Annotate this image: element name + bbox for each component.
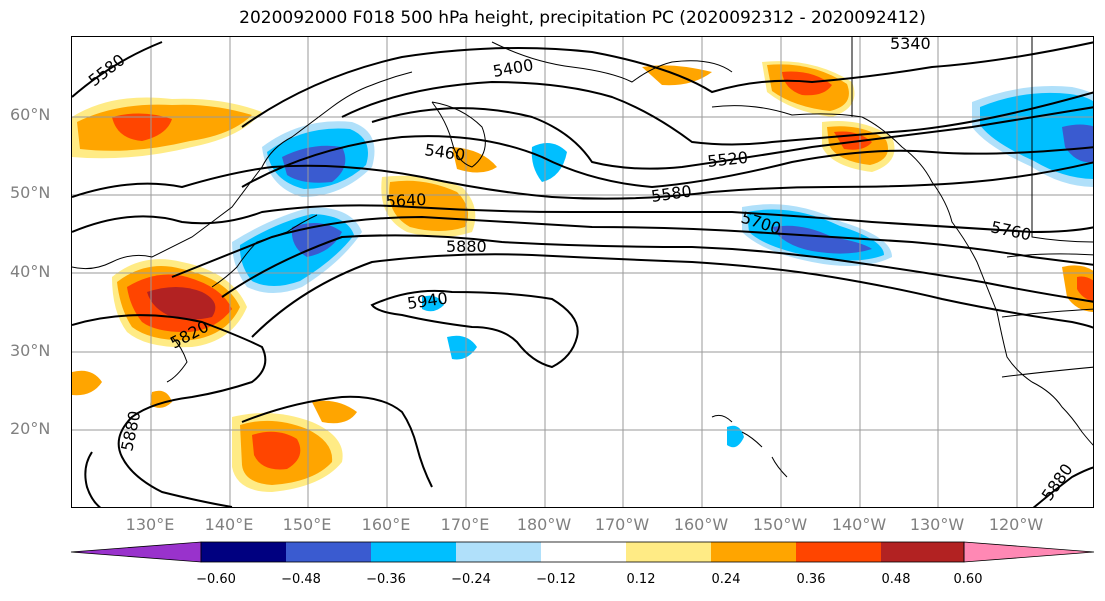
precip-positive-region (147, 287, 216, 320)
longitude-label: 130°W (909, 515, 965, 534)
precip-positive-region (72, 370, 102, 396)
contour-label: 5880 (446, 237, 487, 256)
colorbar-tick-label: −0.12 (536, 572, 576, 587)
precip-positive-region (150, 390, 172, 408)
contour-label: 5520 (706, 148, 748, 171)
colorbar-segment (201, 542, 286, 562)
colorbar-tick-label: 0.60 (953, 572, 983, 587)
precip-negative-region (1062, 124, 1093, 163)
latitude-label: 50°N (10, 183, 51, 202)
colorbar-tick-label: −0.36 (366, 572, 406, 587)
contour-label: 5640 (385, 190, 427, 211)
precip-negative-region (282, 145, 346, 183)
colorbar (70, 541, 1095, 563)
longitude-label: 170°W (594, 515, 650, 534)
latitude-label: 40°N (10, 262, 51, 281)
contour-label: 5460 (423, 140, 466, 164)
colorbar-segment (881, 542, 966, 562)
contour-label: 5880 (1038, 460, 1077, 504)
colorbar-extend-high (963, 541, 1095, 563)
longitude-label: 140°W (831, 515, 887, 534)
graticule (72, 37, 1093, 507)
longitude-label: 160°E (361, 515, 411, 534)
colorbar-segment (541, 542, 626, 562)
colorbar-tick-label: −0.60 (196, 572, 236, 587)
colorbar-segment (711, 542, 796, 562)
colorbar-segment (286, 542, 371, 562)
longitude-label: 170°E (440, 515, 490, 534)
longitude-label: 160°W (673, 515, 729, 534)
latitude-label: 30°N (10, 341, 51, 360)
colorbar-tick-label: 0.24 (711, 572, 741, 587)
contour-label: 5340 (890, 37, 931, 53)
precip-negative-region (447, 335, 477, 360)
coastlines (72, 37, 1093, 478)
height-contours (72, 41, 1093, 507)
colorbar-segment (796, 542, 881, 562)
colorbar-tick-label: 0.12 (626, 572, 656, 587)
longitude-label: 140°E (204, 515, 254, 534)
precip-positive-region (452, 147, 497, 173)
precip-negative-region (422, 295, 444, 312)
colorbar-outline (200, 541, 965, 563)
colorbar-tick-label: 0.48 (881, 572, 911, 587)
precip-negative-region (727, 425, 744, 448)
colorbar-tick-label: 0.36 (796, 572, 826, 587)
precip-positive-region (312, 400, 357, 424)
chart-title: 2020092000 F018 500 hPa height, precipit… (239, 8, 926, 28)
precip-positive-region (252, 431, 301, 470)
contour-label: 5880 (117, 409, 144, 453)
latitude-label: 60°N (10, 105, 51, 124)
precip-negative-region (772, 225, 872, 254)
colorbar-tick-label: −0.24 (451, 572, 491, 587)
precip-positive-region (782, 71, 832, 96)
longitude-label: 150°E (282, 515, 332, 534)
colorbar-tick-label: −0.48 (281, 572, 321, 587)
latitude-label: 20°N (10, 419, 51, 438)
contour-label: 5580 (650, 181, 693, 205)
longitude-label: 130°E (125, 515, 175, 534)
colorbar-segment (456, 542, 541, 562)
precip-negative-region (291, 223, 342, 257)
map-canvas: 5580 5400 5340 5460 5520 5580 5640 5700 … (72, 37, 1093, 507)
precip-positive-region (1077, 276, 1093, 302)
map-panel: 5580 5400 5340 5460 5520 5580 5640 5700 … (71, 36, 1094, 508)
contour-label: 5580 (85, 50, 129, 90)
colorbar-segment (371, 542, 456, 562)
colorbar-segment (626, 542, 711, 562)
colorbar-extend-low (70, 541, 202, 563)
precip-negative-region (531, 143, 567, 182)
longitude-label: 150°W (752, 515, 808, 534)
longitude-label: 120°W (988, 515, 1044, 534)
precip-positive-region (112, 113, 172, 141)
longitude-label: 180°W (516, 515, 572, 534)
contour-label: 5400 (491, 55, 534, 81)
contour-label: 5760 (989, 217, 1033, 244)
